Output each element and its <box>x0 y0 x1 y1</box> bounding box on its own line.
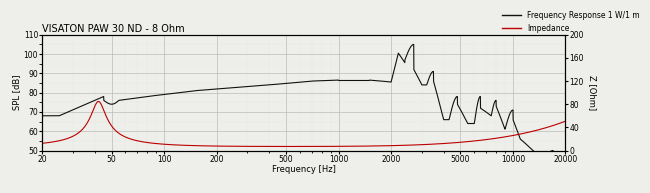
X-axis label: Frequency [Hz]: Frequency [Hz] <box>272 165 336 174</box>
Y-axis label: Z [Ohm]: Z [Ohm] <box>588 75 597 110</box>
Text: VISATON PAW 30 ND - 8 Ohm: VISATON PAW 30 ND - 8 Ohm <box>42 24 185 34</box>
Y-axis label: SPL [dB]: SPL [dB] <box>12 75 21 110</box>
Legend: Frequency Response 1 W/1 m, Impedance: Frequency Response 1 W/1 m, Impedance <box>499 8 643 36</box>
